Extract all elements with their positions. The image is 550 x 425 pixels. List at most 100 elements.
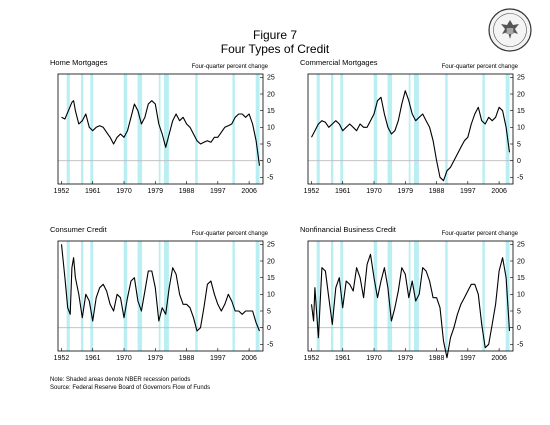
recession-band — [316, 74, 320, 184]
recession-band — [158, 74, 161, 184]
recession-band — [80, 241, 84, 351]
plot-frame — [57, 73, 264, 185]
x-tick-label: 1961 — [85, 355, 101, 362]
panel-title: Commercial Mortgages — [300, 58, 378, 67]
recession-band — [482, 241, 485, 351]
x-tick-label: 2006 — [491, 188, 507, 195]
units-label: Four-quarter percent change — [441, 231, 518, 237]
recession-band — [232, 74, 235, 184]
y-tick-label: 0 — [267, 158, 271, 165]
recession-band — [232, 241, 235, 351]
x-tick-label: 1961 — [85, 188, 101, 195]
units-label: Four-quarter percent change — [191, 64, 268, 70]
recession-band — [330, 241, 334, 351]
x-tick-label: 1970 — [116, 188, 132, 195]
x-tick-label: 1952 — [54, 188, 70, 195]
y-tick-label: -5 — [267, 342, 273, 349]
recession-band — [163, 74, 169, 184]
chart-panel-home-mortgages: Home Mortgages Four-quarter percent chan… — [48, 58, 300, 206]
recession-band — [66, 74, 70, 184]
recession-band — [413, 241, 419, 351]
y-tick-label: 10 — [517, 125, 525, 132]
recession-band — [123, 74, 128, 184]
x-tick-label: 2006 — [241, 188, 257, 195]
chart-svg: 1952 1961 1970 1979 1988 1997 2006 -5 0 5 10 15 20 25 — [54, 240, 275, 362]
y-tick-label: 20 — [517, 91, 525, 98]
y-tick-label: 0 — [517, 325, 521, 332]
y-tick-label: -5 — [517, 175, 523, 182]
y-tick-label: 0 — [267, 325, 271, 332]
recession-band — [195, 241, 198, 351]
y-tick-label: 5 — [517, 308, 521, 315]
recession-note: Note: Shaded areas denote NBER recession… — [50, 377, 191, 383]
chart-panel-commercial-mortgages: Commercial Mortgages Four-quarter percen… — [298, 58, 550, 206]
x-tick-label: 1997 — [210, 188, 226, 195]
recession-band — [387, 241, 393, 351]
panel-title: Consumer Credit — [50, 225, 107, 234]
y-tick-label: 10 — [267, 125, 275, 132]
x-tick-label: 1997 — [460, 355, 476, 362]
x-tick-label: 1961 — [335, 355, 351, 362]
recession-band — [373, 74, 378, 184]
series-line — [61, 100, 261, 166]
plot-frame — [307, 240, 514, 352]
x-tick-label: 1961 — [335, 188, 351, 195]
x-tick-label: 1997 — [210, 355, 226, 362]
source-note: Source: Federal Reserve Board of Governo… — [50, 385, 211, 391]
x-tick-label: 2006 — [491, 355, 507, 362]
plot-frame — [57, 240, 264, 352]
recession-band — [387, 74, 393, 184]
recession-band — [137, 241, 143, 351]
x-tick-label: 1988 — [429, 188, 445, 195]
recession-band — [90, 241, 94, 351]
figure-label: Figure 7 — [252, 28, 298, 42]
x-tick-label: 1970 — [116, 355, 132, 362]
chart-svg: 1952 1961 1970 1979 1988 1997 2006 -5 0 5 10 15 20 25 — [54, 73, 275, 195]
x-tick-label: 1979 — [397, 355, 413, 362]
units-label: Four-quarter percent change — [191, 231, 268, 237]
x-tick-label: 1952 — [54, 355, 70, 362]
x-tick-label: 1970 — [366, 355, 382, 362]
y-tick-label: 10 — [267, 292, 275, 299]
units-label: Four-quarter percent change — [441, 64, 518, 70]
recession-band — [255, 74, 260, 184]
y-tick-label: -5 — [517, 342, 523, 349]
y-tick-label: 25 — [267, 242, 275, 249]
x-tick-label: 1979 — [397, 188, 413, 195]
x-tick-label: 1952 — [304, 355, 320, 362]
recession-band — [330, 74, 334, 184]
x-tick-label: 2006 — [241, 355, 257, 362]
recession-band — [123, 241, 128, 351]
chart-svg: 1952 1961 1970 1979 1988 1997 2006 -5 0 5 10 15 20 25 — [304, 73, 525, 195]
y-tick-label: 20 — [267, 91, 275, 98]
recession-band — [413, 74, 419, 184]
y-tick-label: 20 — [267, 258, 275, 265]
y-tick-label: 25 — [517, 75, 525, 82]
recession-band — [505, 74, 510, 184]
x-tick-label: 1988 — [179, 188, 195, 195]
x-tick-label: 1979 — [147, 355, 163, 362]
chart-panel-consumer-credit: Consumer Credit Four-quarter percent cha… — [48, 225, 300, 373]
federal-reserve-seal-icon — [488, 8, 532, 52]
y-tick-label: 10 — [517, 292, 525, 299]
y-tick-label: 5 — [267, 141, 271, 148]
y-tick-label: 0 — [517, 158, 521, 165]
y-tick-label: 25 — [267, 75, 275, 82]
recession-band — [158, 241, 161, 351]
recession-band — [482, 74, 485, 184]
y-tick-label: 5 — [517, 141, 521, 148]
y-tick-label: 5 — [267, 308, 271, 315]
recession-band — [195, 74, 198, 184]
recession-band — [373, 241, 378, 351]
x-tick-label: 1988 — [179, 355, 195, 362]
y-tick-label: 15 — [517, 108, 525, 115]
plot-frame — [307, 73, 514, 185]
recession-band — [66, 241, 70, 351]
recession-band — [445, 74, 448, 184]
figure-title: Four Types of Credit — [220, 42, 330, 56]
recession-band — [445, 241, 448, 351]
chart-svg: 1952 1961 1970 1979 1988 1997 2006 -5 0 5 10 15 20 25 — [304, 240, 525, 362]
y-tick-label: 15 — [267, 275, 275, 282]
chart-panel-nonfinancial-business-credit: Nonfinancial Business Credit Four-quarte… — [298, 225, 550, 373]
y-tick-label: 25 — [517, 242, 525, 249]
